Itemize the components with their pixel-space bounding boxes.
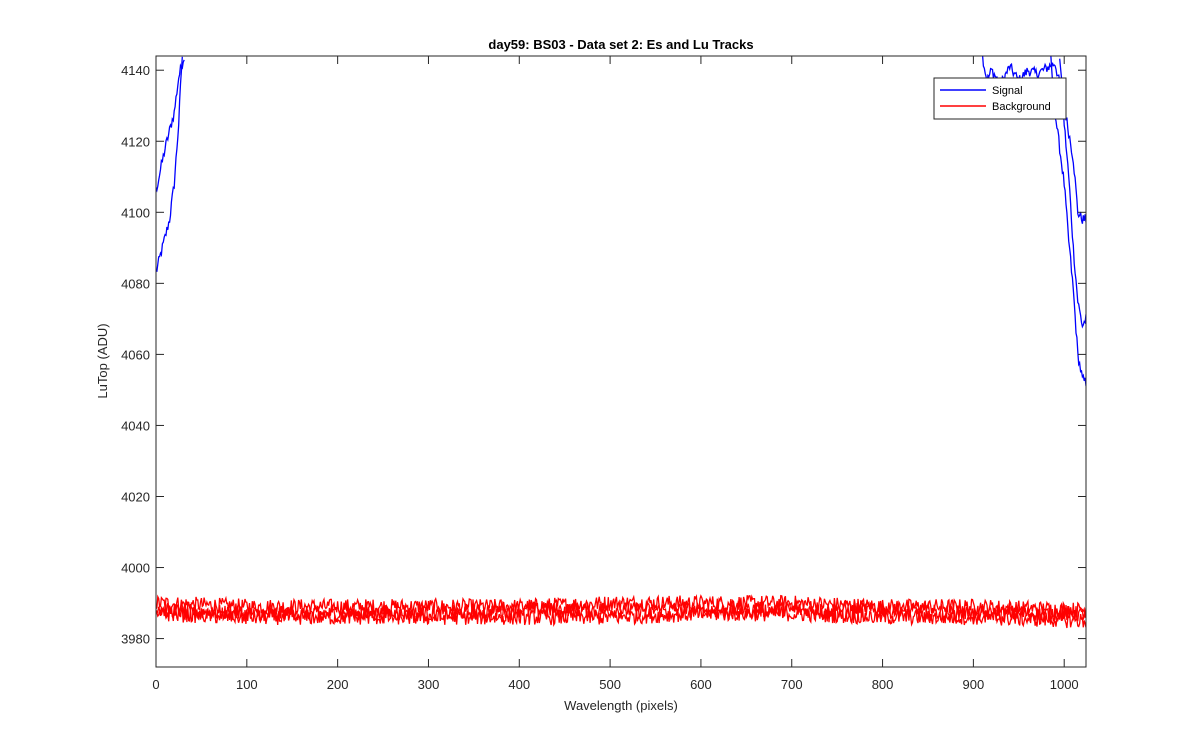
ticks-layer: 0 100 200 300 400 500 600 700 800 900 1000 3980 4000…: [121, 56, 1086, 692]
x-tick-label: 200: [327, 677, 349, 692]
y-axis-label: LuTop (ADU): [95, 323, 110, 398]
x-tick-label: 300: [418, 677, 440, 692]
legend-background-label: Background: [992, 101, 1051, 113]
series-line-signal: [156, 56, 183, 272]
y-tick-label: 4000: [121, 561, 150, 576]
legend: Signal Background: [933, 77, 1067, 120]
x-tick-label: 600: [690, 677, 712, 692]
series-line-background: [156, 605, 1086, 629]
x-axis-label: Wavelength (pixels): [564, 698, 678, 713]
y-tick-label: 4100: [121, 205, 150, 220]
series-line-signal: [1050, 56, 1086, 387]
x-tick-label: 500: [599, 677, 621, 692]
x-tick-label: 0: [152, 677, 159, 692]
x-tick-label: 100: [236, 677, 258, 692]
y-tick-label: 4140: [121, 63, 150, 78]
y-tick-label: 4060: [121, 347, 150, 362]
series-line-signal: [156, 59, 185, 193]
axes-box: [155, 55, 1087, 668]
y-tick-label: 4080: [121, 276, 150, 291]
x-tick-label: 1000: [1050, 677, 1079, 692]
x-tick-label: 900: [963, 677, 985, 692]
legend-box: [933, 77, 1067, 120]
y-tick-label: 4040: [121, 418, 150, 433]
y-tick-label: 4020: [121, 489, 150, 504]
x-tick-label: 800: [872, 677, 894, 692]
legend-signal-label: Signal: [992, 85, 1023, 97]
x-tick-label: 400: [508, 677, 530, 692]
series-line-signal: [1059, 58, 1086, 329]
chart-title: day59: BS03 - Data set 2: Es and Lu Trac…: [488, 37, 753, 52]
y-tick-label: 4120: [121, 134, 150, 149]
y-tick-label: 3980: [121, 632, 150, 647]
plot-area: [156, 56, 1086, 667]
series-line-background: [156, 594, 1086, 620]
series-background: [156, 594, 1086, 629]
x-tick-label: 700: [781, 677, 803, 692]
